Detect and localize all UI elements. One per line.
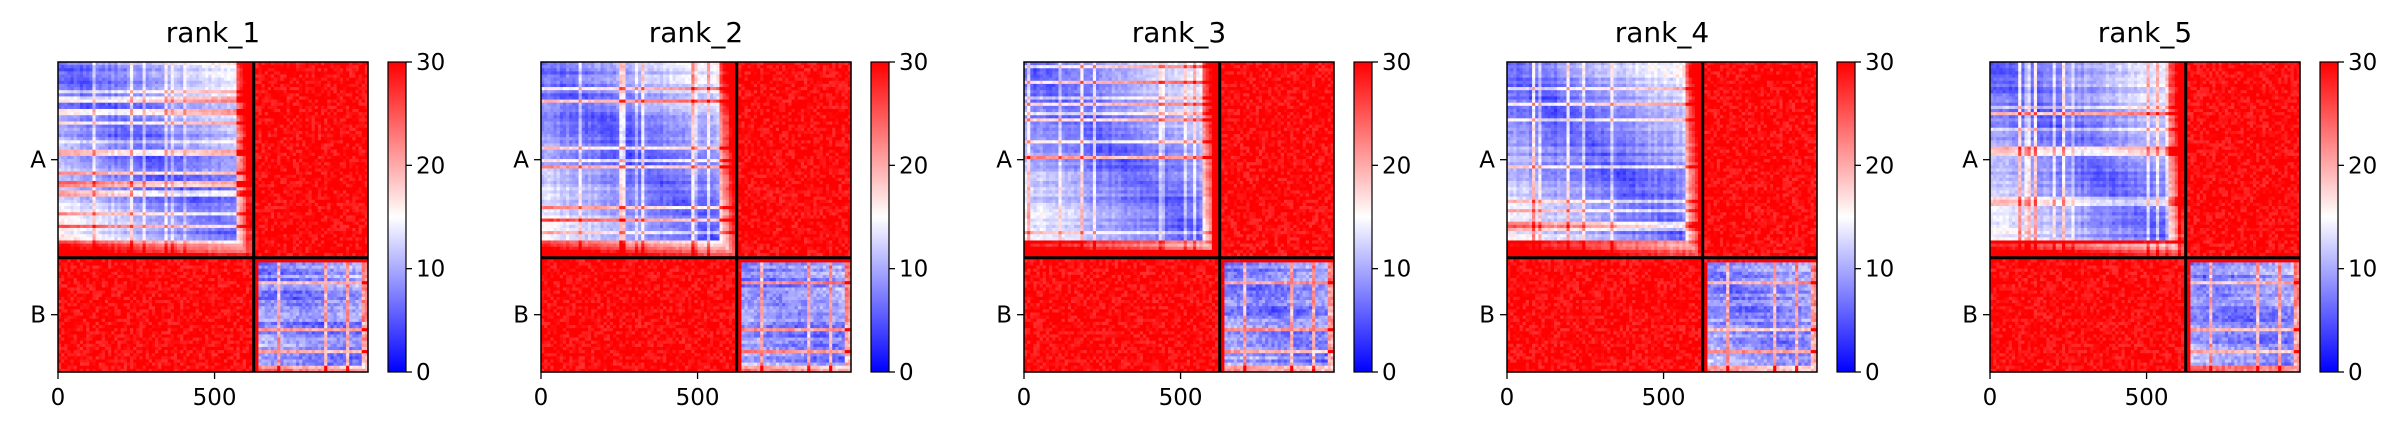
- heatmap-cells: [58, 62, 369, 373]
